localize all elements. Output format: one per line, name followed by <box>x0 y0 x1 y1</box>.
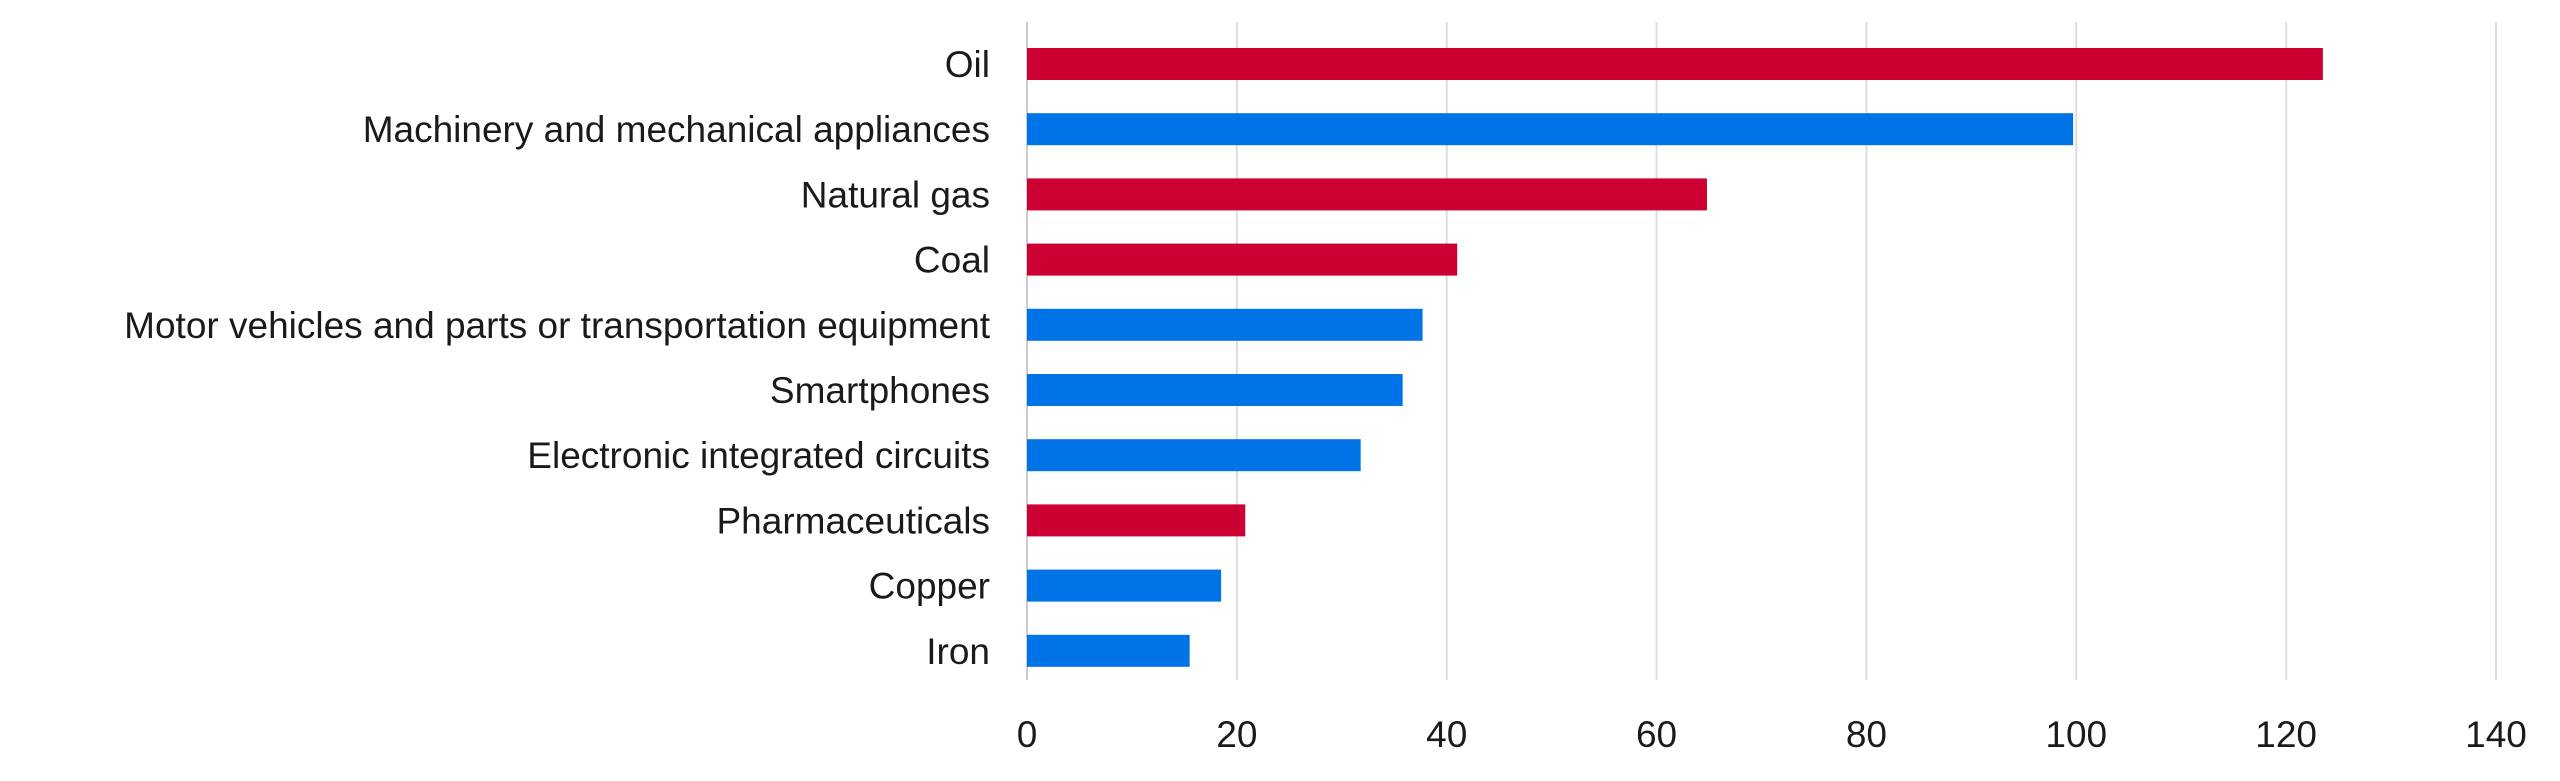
bar <box>1027 374 1403 406</box>
category-label: Iron <box>926 631 990 672</box>
bars <box>1027 48 2323 667</box>
bar <box>1027 439 1361 472</box>
x-tick-label: 40 <box>1426 714 1467 755</box>
category-label: Machinery and mechanical appliances <box>363 109 990 150</box>
x-axis-tick-labels: 0 20 40 60 80 100 120 140 <box>1017 714 2527 755</box>
category-label: Coal <box>914 240 990 281</box>
bar <box>1027 569 1222 602</box>
x-tick-label: 60 <box>1636 714 1677 755</box>
category-label: Motor vehicles and parts or transportati… <box>124 305 991 346</box>
bar <box>1027 113 2074 146</box>
category-label: Copper <box>869 566 990 607</box>
bar <box>1027 308 1423 341</box>
bar <box>1027 178 1707 211</box>
x-tick-label: 20 <box>1216 714 1257 755</box>
category-label: Natural gas <box>801 174 990 215</box>
category-labels: Oil Machinery and mechanical appliances Na… <box>124 44 991 672</box>
category-label: Electronic integrated circuits <box>527 435 990 476</box>
x-tick-label: 80 <box>1846 714 1887 755</box>
bar <box>1027 634 1190 667</box>
category-label: Pharmaceuticals <box>716 500 990 541</box>
category-label: Oil <box>945 44 990 85</box>
bar <box>1027 504 1246 537</box>
bar <box>1027 48 2323 80</box>
category-label: Smartphones <box>770 370 990 411</box>
x-tick-label: 140 <box>2465 714 2527 755</box>
x-tick-label: 120 <box>2255 714 2317 755</box>
bar <box>1027 243 1458 276</box>
x-tick-label: 100 <box>2045 714 2107 755</box>
x-tick-label: 0 <box>1017 714 1038 755</box>
